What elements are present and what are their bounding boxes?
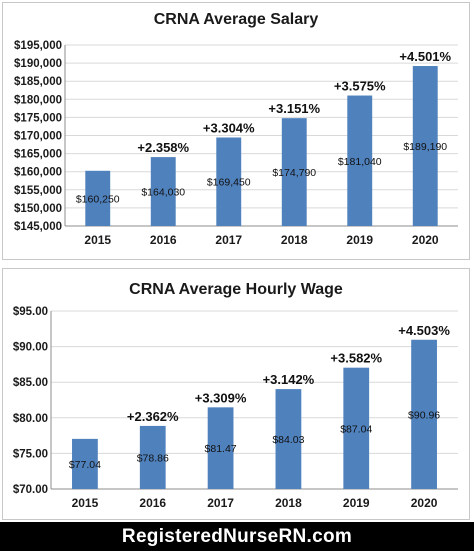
hourly-value-label: $81.47	[205, 443, 237, 455]
hourly-y-tick-label: $85.00	[13, 377, 48, 389]
hourly-value-label: $84.03	[272, 434, 304, 446]
hourly-x-tick-label: 2016	[139, 496, 166, 510]
salary-chart-title: CRNA Average Salary	[153, 11, 319, 28]
salary-growth-annotation: +4.501%	[399, 49, 451, 64]
hourly-y-tick-label: $75.00	[13, 448, 48, 460]
salary-value-label: $189,190	[403, 141, 447, 153]
hourly-growth-annotation: +3.582%	[330, 351, 382, 366]
hourly-y-tick-label: $90.00	[13, 342, 48, 354]
salary-value-label: $169,450	[207, 177, 251, 189]
salary-bar	[347, 95, 373, 226]
salary-y-tick-label: $190,000	[14, 58, 62, 70]
hourly-wage-chart-title: CRNA Average Hourly Wage	[129, 281, 343, 298]
salary-y-tick-label: $170,000	[14, 131, 62, 143]
hourly-bar	[411, 339, 437, 489]
hourly-value-label: $90.96	[408, 409, 440, 421]
salary-bar	[216, 137, 242, 226]
salary-bar	[85, 170, 111, 226]
salary-y-tick-label: $145,000	[14, 221, 62, 233]
hourly-growth-annotation: +2.362%	[127, 409, 179, 424]
salary-x-tick-label: 2019	[346, 233, 373, 247]
hourly-value-label: $78.86	[137, 452, 169, 464]
hourly-y-tick-label: $80.00	[13, 413, 48, 425]
salary-y-tick-label: $150,000	[14, 203, 62, 215]
hourly-wage-chart-panel: $70.00 $75.00 $80.00 $85.00 $90.00 $95.00 $77.…	[2, 268, 470, 520]
salary-value-label: $164,030	[141, 187, 185, 199]
hourly-bar	[343, 367, 370, 489]
hourly-x-tick-label: 2019	[343, 496, 370, 510]
hourly-growth-annotation: +3.309%	[195, 390, 247, 405]
salary-y-tick-label: $195,000	[14, 40, 62, 52]
salary-growth-annotation: +3.151%	[268, 101, 320, 116]
hourly-value-label: $87.04	[340, 423, 372, 435]
salary-value-label: $160,250	[76, 193, 120, 205]
hourly-x-tick-label: 2015	[72, 496, 99, 510]
hourly-y-tick-label: $70.00	[13, 484, 48, 496]
hourly-growth-annotation: +4.503%	[398, 323, 450, 338]
salary-chart-panel: $145,000 $150,000 $155,000 $160,000 $165,000…	[2, 2, 470, 260]
hourly-bar	[207, 407, 234, 489]
hourly-wage-chart-svg: $70.00 $75.00 $80.00 $85.00 $90.00 $95.00 $77.…	[13, 306, 458, 510]
salary-bar	[412, 66, 438, 226]
salary-bar	[281, 118, 307, 226]
salary-growth-annotation: +3.575%	[334, 79, 386, 94]
salary-growth-annotation: +3.304%	[203, 120, 255, 135]
hourly-bar	[275, 389, 302, 489]
hourly-bar	[72, 438, 98, 489]
hourly-x-tick-label: 2018	[275, 496, 302, 510]
salary-x-tick-label: 2017	[215, 233, 242, 247]
site-footer-banner: RegisteredNurseRN.com	[0, 522, 474, 551]
salary-y-tick-label: $180,000	[14, 94, 62, 106]
salary-y-tick-label: $165,000	[14, 149, 62, 161]
salary-x-tick-label: 2020	[412, 233, 439, 247]
salary-y-tick-label: $155,000	[14, 185, 62, 197]
hourly-x-tick-label: 2017	[207, 496, 234, 510]
hourly-growth-annotation: +3.142%	[263, 372, 315, 387]
salary-y-tick-label: $160,000	[14, 167, 62, 179]
salary-value-label: $174,790	[272, 167, 316, 179]
salary-y-tick-label: $175,000	[14, 112, 62, 124]
hourly-bar	[139, 425, 166, 489]
hourly-x-tick-label: 2020	[411, 496, 438, 510]
salary-y-tick-label: $185,000	[14, 76, 62, 88]
salary-x-tick-label: 2016	[150, 233, 177, 247]
salary-value-label: $181,040	[338, 156, 382, 168]
salary-growth-annotation: +2.358%	[137, 140, 189, 155]
hourly-value-label: $77.04	[69, 459, 101, 471]
hourly-y-tick-label: $95.00	[13, 306, 48, 318]
salary-chart-svg: $145,000 $150,000 $155,000 $160,000 $165,000…	[14, 40, 458, 247]
salary-bar	[150, 157, 176, 226]
salary-x-tick-label: 2015	[84, 233, 111, 247]
salary-x-tick-label: 2018	[281, 233, 308, 247]
